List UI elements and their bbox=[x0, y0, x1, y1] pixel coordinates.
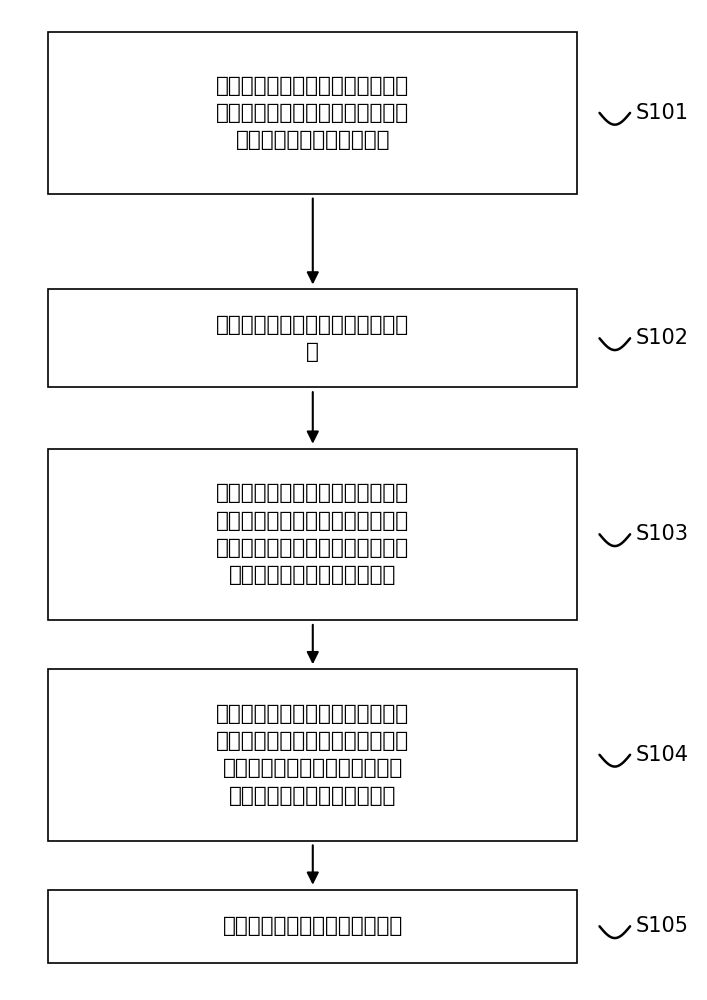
Text: 获取大气污染源的活动水平信息数
据、大气污染物排放系数和计算源
清单的空间因子与时间因子: 获取大气污染源的活动水平信息数 据、大气污染物排放系数和计算源 清单的空间因子与… bbox=[216, 76, 409, 150]
Text: 所述大气污染源动态管理平台将所
述大气污染排放源的活动水平信息
数据与大气污染物排放系数相乘
，生成大气污染物排放源清单: 所述大气污染源动态管理平台将所 述大气污染排放源的活动水平信息 数据与大气污染物… bbox=[216, 704, 409, 806]
Bar bbox=[48, 449, 578, 620]
Bar bbox=[48, 289, 578, 387]
Text: S103: S103 bbox=[635, 524, 688, 544]
Bar bbox=[48, 669, 578, 841]
Bar bbox=[48, 32, 578, 194]
Text: 导出所述大气污染物排放源清单: 导出所述大气污染物排放源清单 bbox=[223, 916, 403, 936]
Text: S102: S102 bbox=[635, 328, 688, 348]
Text: S105: S105 bbox=[635, 916, 688, 936]
Bar bbox=[48, 890, 578, 963]
Text: S104: S104 bbox=[635, 745, 688, 765]
Text: 建立大气污染源精细化动态管理平
台: 建立大气污染源精细化动态管理平 台 bbox=[216, 315, 409, 362]
Text: 将所述大气污染源的活动水平信息
数据、所述大气污染物排放系数和
计算源清单的空间因子与时间因子
导入大气污染源动态管理平台: 将所述大气污染源的活动水平信息 数据、所述大气污染物排放系数和 计算源清单的空间… bbox=[216, 484, 409, 585]
Text: S101: S101 bbox=[635, 103, 688, 123]
